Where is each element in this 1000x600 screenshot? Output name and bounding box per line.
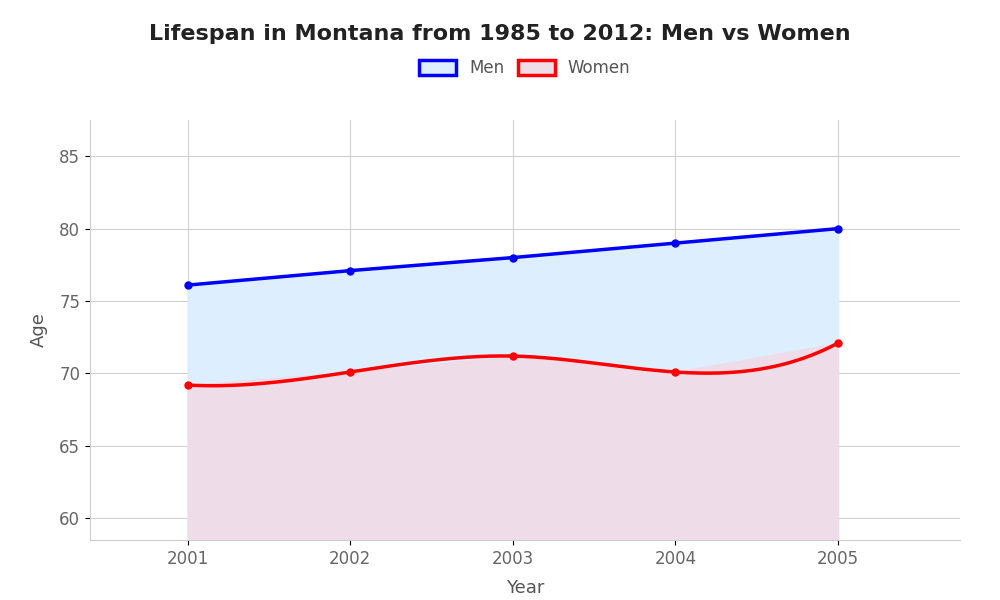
Legend: Men, Women: Men, Women <box>413 53 637 84</box>
Y-axis label: Age: Age <box>30 313 48 347</box>
X-axis label: Year: Year <box>506 579 544 597</box>
Text: Lifespan in Montana from 1985 to 2012: Men vs Women: Lifespan in Montana from 1985 to 2012: M… <box>149 24 851 44</box>
